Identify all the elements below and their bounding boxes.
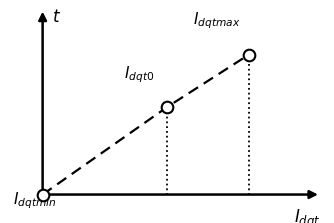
Text: $I_{dqt}$: $I_{dqt}$ [294,208,321,223]
Point [164,105,170,109]
Point [40,193,45,196]
Text: $I_{dqtmin}$: $I_{dqtmin}$ [13,191,57,211]
Point [246,53,252,56]
Text: $I_{dqtmax}$: $I_{dqtmax}$ [193,10,241,31]
Text: $I_{dqt0}$: $I_{dqt0}$ [125,65,155,85]
Text: $t$: $t$ [52,9,61,26]
